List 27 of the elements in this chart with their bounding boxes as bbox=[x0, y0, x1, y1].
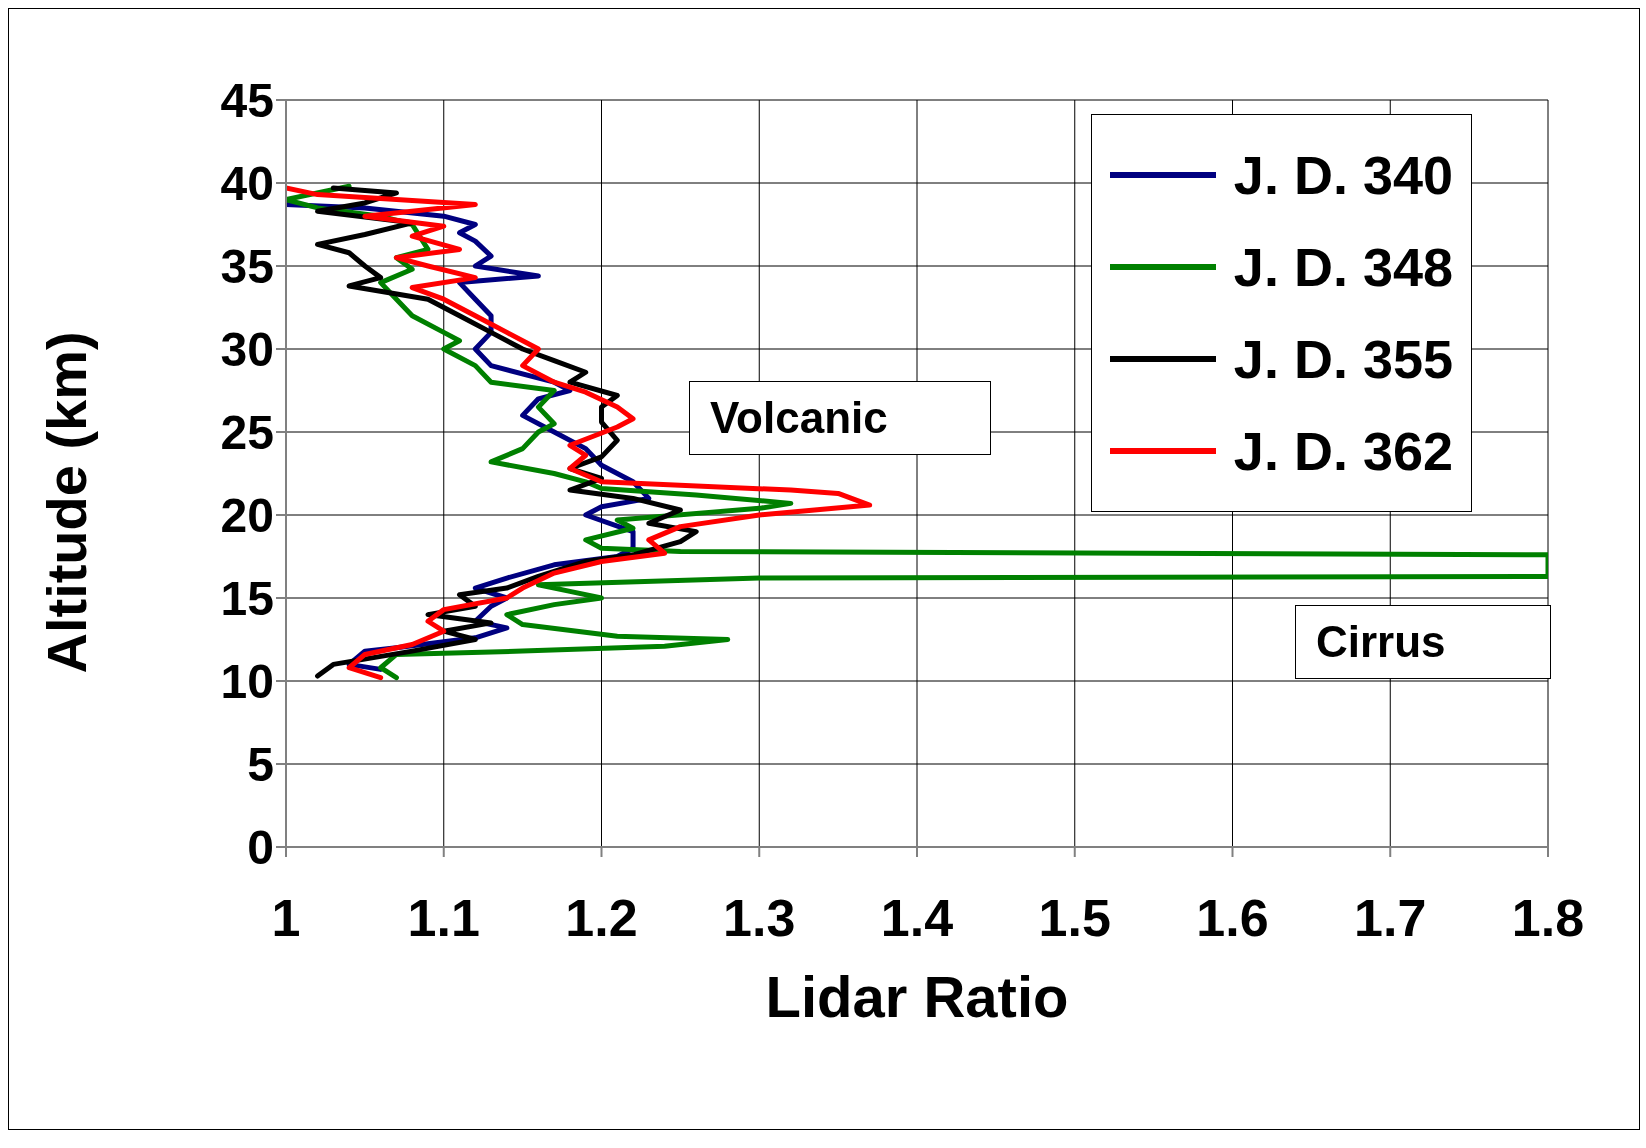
y-tick-label: 15 bbox=[220, 572, 274, 626]
y-tick-label: 0 bbox=[247, 821, 274, 875]
y-axis-title: Altitude (km) bbox=[34, 331, 98, 674]
y-tick-label: 25 bbox=[220, 406, 274, 460]
legend-label: J. D. 348 bbox=[1233, 236, 1453, 298]
y-tick-label: 20 bbox=[220, 489, 274, 543]
x-tick-label: 1 bbox=[271, 888, 301, 947]
annotation: Volcanic bbox=[689, 381, 991, 455]
y-tick-label: 45 bbox=[220, 74, 274, 128]
x-tick-label: 1.3 bbox=[723, 888, 796, 947]
annotation: Cirrus bbox=[1295, 605, 1551, 679]
legend-label: J. D. 362 bbox=[1233, 420, 1453, 482]
x-tick-label: 1.6 bbox=[1196, 888, 1269, 947]
y-tick-label: 5 bbox=[247, 738, 274, 792]
legend-label: J. D. 340 bbox=[1233, 144, 1453, 206]
x-tick-label: 1.5 bbox=[1038, 888, 1111, 947]
legend-label: J. D. 355 bbox=[1233, 328, 1453, 390]
y-tick-label: 35 bbox=[220, 240, 274, 294]
x-tick-label: 1.7 bbox=[1354, 888, 1427, 947]
y-tick-label: 10 bbox=[220, 655, 274, 709]
x-tick-label: 1.4 bbox=[880, 888, 954, 947]
y-tick-label: 30 bbox=[220, 323, 274, 377]
x-tick-label: 1.8 bbox=[1511, 888, 1585, 947]
x-axis-title: Lidar Ratio bbox=[765, 964, 1069, 1029]
x-tick-label: 1.2 bbox=[565, 888, 638, 947]
x-tick-label: 1.1 bbox=[407, 888, 480, 947]
y-tick-label: 40 bbox=[220, 157, 274, 211]
